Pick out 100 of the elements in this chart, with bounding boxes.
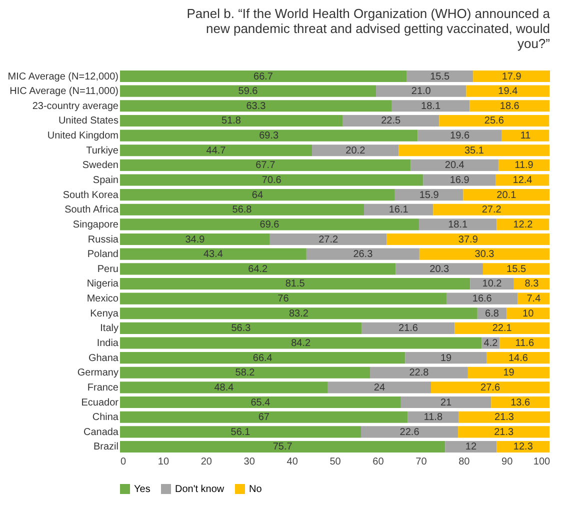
bar [312, 144, 399, 156]
bar [439, 114, 550, 126]
bar [120, 248, 306, 260]
bar [120, 396, 401, 408]
data-label: 15.5 [506, 264, 526, 275]
data-label: 22.5 [381, 116, 402, 127]
bar [120, 144, 312, 156]
bar [406, 70, 474, 82]
data-label: 83.2 [288, 308, 309, 320]
y-tick-label: HIC Average (N=11,000) [10, 86, 118, 98]
bar [120, 233, 270, 246]
x-tick-label: 60 [372, 456, 384, 468]
data-label: 75.7 [272, 442, 293, 453]
data-label: 59.6 [238, 86, 258, 98]
bar [120, 204, 364, 216]
y-tick-label: Mexico [86, 294, 119, 305]
data-label: 4.2 [484, 338, 498, 350]
bar [486, 352, 550, 364]
bar [405, 352, 487, 364]
y-tick-label: Ghana [88, 352, 119, 364]
data-label: 18.1 [421, 100, 441, 112]
y-tick-label: Ecuador [81, 397, 120, 408]
data-label: 8.3 [524, 278, 540, 290]
data-label: 10 [522, 308, 534, 320]
y-tick-label: South Korea [62, 190, 119, 201]
bar [419, 248, 550, 260]
bar [423, 174, 496, 186]
data-label: 66.7 [254, 71, 274, 82]
chart-title: Panel b. “If the World Health Organization (WHO) announced a new pandemic threat and advised getting vaccinated, would you?” [186, 6, 551, 51]
bar [500, 337, 550, 349]
data-label: 12 [465, 442, 477, 453]
y-tick-label: China [92, 412, 119, 424]
data-label: 27.6 [480, 382, 500, 394]
bar [120, 308, 478, 320]
bar [120, 426, 361, 438]
data-label: 81.5 [285, 278, 306, 290]
bar [120, 366, 370, 378]
data-label: 64.2 [248, 264, 268, 275]
data-label: 48.4 [214, 382, 234, 394]
y-tick-label: Canada [83, 426, 119, 438]
bar [496, 174, 550, 186]
data-label: 21.3 [494, 426, 514, 438]
bar [120, 382, 328, 394]
bar [445, 440, 497, 453]
data-label: 16.1 [388, 204, 409, 216]
bar [120, 130, 418, 142]
data-label: 37.9 [458, 234, 478, 246]
data-label: 20.1 [496, 190, 517, 201]
bar [458, 411, 550, 423]
y-tick-label: Nigeria [86, 278, 119, 290]
bar [376, 85, 466, 97]
y-tick-label: 23-country average [32, 100, 119, 112]
x-tick-label: 50 [330, 456, 342, 468]
data-label: 34.9 [185, 234, 206, 246]
data-label: 12.4 [512, 174, 533, 186]
data-label: 64 [252, 190, 264, 201]
data-label: 20.3 [430, 264, 450, 275]
data-label: 58.2 [235, 368, 256, 379]
y-tick-label: France [87, 382, 119, 394]
y-tick-label: Russia [88, 234, 119, 246]
bar [454, 322, 550, 334]
data-label: 20.2 [346, 145, 366, 156]
x-tick-label: 40 [286, 456, 298, 468]
data-label: 27.2 [318, 234, 339, 246]
bar [418, 218, 497, 230]
data-label: 12.3 [513, 442, 534, 453]
bar [362, 322, 455, 334]
data-label: 21 [440, 397, 452, 408]
bar [470, 100, 550, 112]
data-label: 63.3 [246, 100, 266, 112]
x-tick-label: 90 [502, 456, 514, 468]
bar [120, 189, 395, 201]
bar [120, 411, 408, 423]
bar [482, 263, 550, 275]
bar [468, 366, 550, 378]
bar [446, 292, 518, 304]
data-label: 51.8 [222, 116, 242, 127]
x-tick-label: 70 [416, 456, 428, 468]
data-label: 18.1 [448, 219, 468, 230]
bar [496, 218, 550, 230]
data-label: 66.4 [252, 352, 273, 364]
bar [502, 130, 550, 142]
bar [458, 426, 550, 438]
x-tick-label: 80 [458, 456, 470, 468]
data-label: 19.4 [498, 86, 518, 98]
data-label: 65.4 [250, 397, 271, 408]
data-label: 14.6 [508, 352, 528, 364]
data-label: 70.6 [262, 174, 282, 186]
bar [120, 278, 470, 290]
bar [306, 248, 420, 260]
bar [120, 100, 392, 112]
data-label: 13.6 [510, 397, 531, 408]
bar [120, 337, 482, 349]
bar [120, 114, 343, 126]
bar [491, 396, 550, 408]
data-label: 19 [503, 368, 515, 379]
bar [120, 292, 446, 304]
bar [431, 382, 550, 394]
bar [270, 233, 387, 246]
data-label: 21.6 [398, 323, 418, 334]
